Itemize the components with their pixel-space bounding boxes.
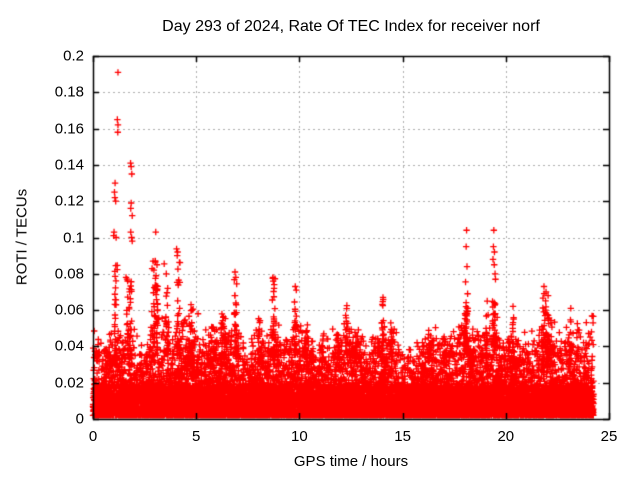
x-tick-label: 5 bbox=[192, 428, 201, 445]
y-tick-label: 0 bbox=[75, 410, 84, 428]
y-tick-label: 0.16 bbox=[54, 120, 84, 138]
y-tick-label: 0.08 bbox=[54, 265, 84, 283]
y-tick-label: 0.04 bbox=[54, 337, 84, 355]
y-tick-label: 0.12 bbox=[54, 192, 84, 210]
y-tick-label: 0.1 bbox=[63, 229, 84, 246]
x-axis-label: GPS time / hours bbox=[293, 453, 409, 470]
y-tick-label: 0.2 bbox=[63, 47, 84, 65]
x-tick-label: 20 bbox=[497, 428, 515, 445]
x-tick-label: 0 bbox=[88, 428, 98, 445]
x-tick-label: 10 bbox=[291, 428, 308, 445]
x-tick-label: 15 bbox=[394, 428, 411, 445]
x-tick-label: 25 bbox=[600, 428, 618, 445]
y-tick-label: 0.14 bbox=[54, 156, 84, 174]
y-tick-label: 0.18 bbox=[54, 83, 84, 101]
chart-title: Day 293 of 2024, Rate Of TEC Index for r… bbox=[162, 18, 540, 35]
y-tick-label: 0.06 bbox=[54, 301, 84, 319]
y-tick-label: 0.02 bbox=[54, 374, 84, 392]
